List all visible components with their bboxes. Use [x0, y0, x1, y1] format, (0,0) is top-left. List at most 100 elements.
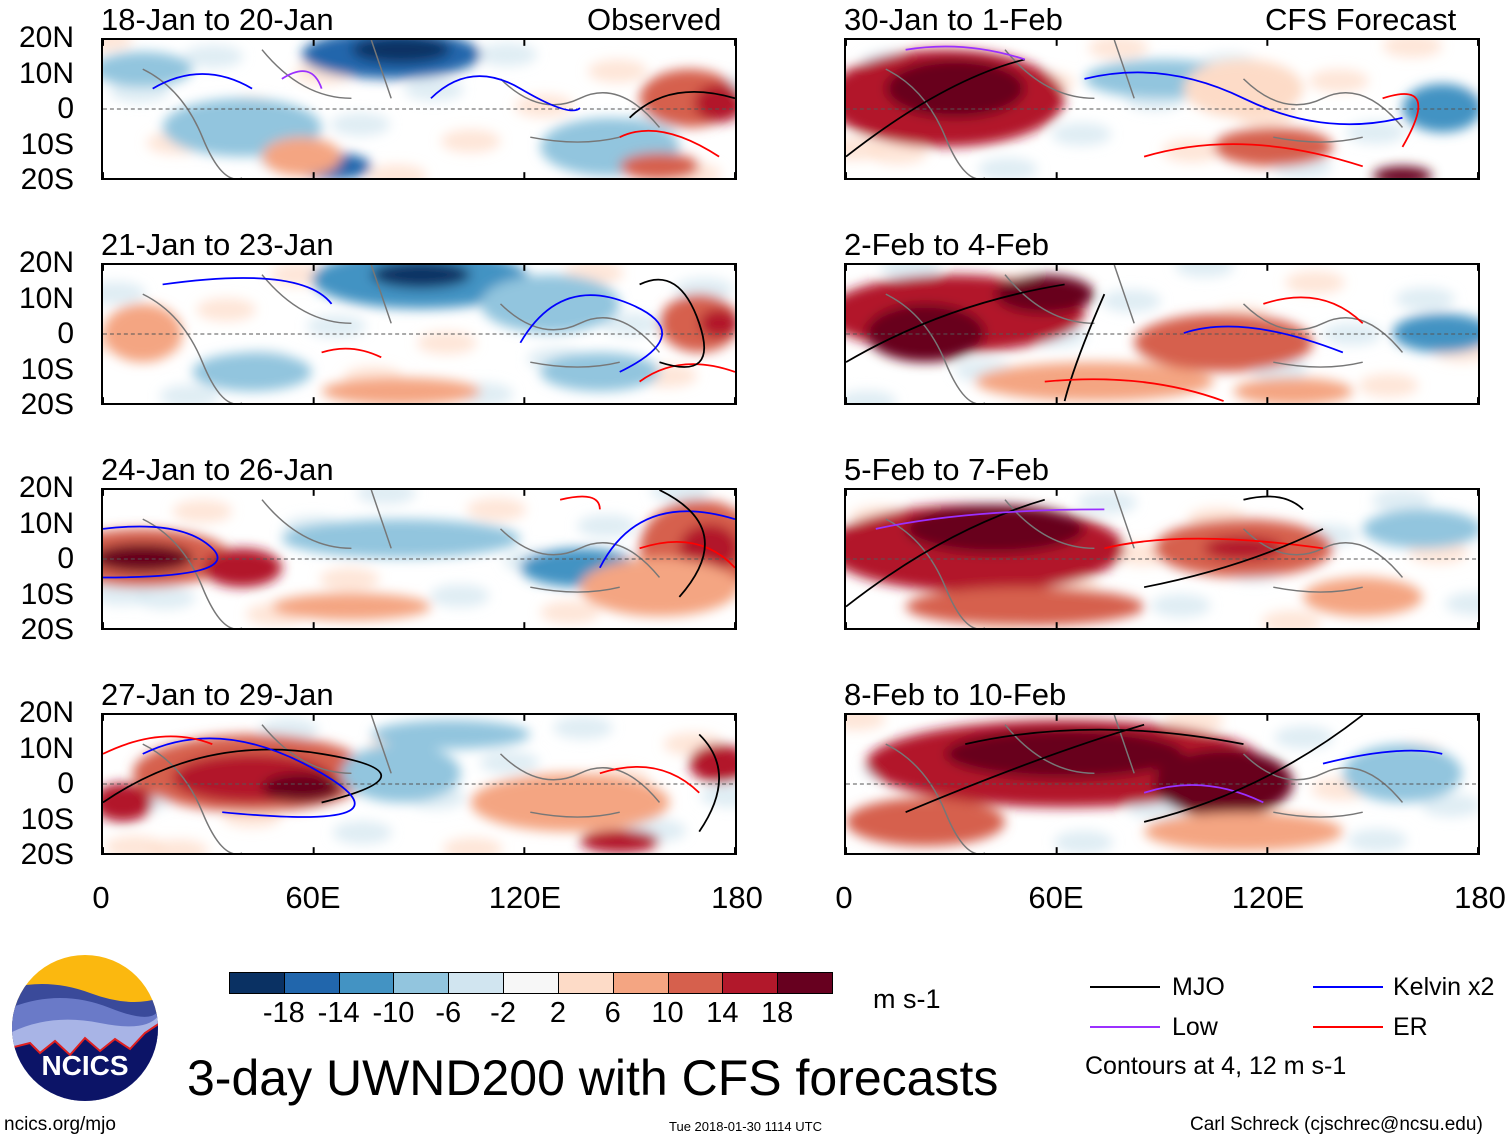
wind-anomaly-shade	[699, 308, 735, 338]
contour-line	[905, 723, 1145, 813]
wind-anomaly-shade	[103, 582, 152, 606]
latitude-label: 10N	[18, 506, 74, 540]
map-field	[846, 490, 1478, 628]
contour-line	[599, 510, 735, 569]
panel-title: 5-Feb to 7-Feb	[844, 452, 1050, 487]
colorbar-swatch	[722, 972, 779, 994]
legend-line-low	[1090, 1026, 1160, 1028]
wind-anomaly-shade	[1421, 793, 1478, 818]
contour-line	[846, 283, 1065, 363]
wind-anomaly-shade	[417, 331, 477, 355]
contour-line	[1183, 325, 1344, 354]
wind-anomaly-shade	[1445, 592, 1478, 616]
contour-line	[1322, 749, 1443, 765]
figure-title: 3-day UWND200 with CFS forecasts	[187, 1050, 999, 1106]
wind-anomaly-shade	[261, 137, 342, 177]
wind-anomaly-shade	[600, 312, 661, 336]
wind-anomaly-shade	[1077, 490, 1138, 515]
wind-anomaly-shade	[1183, 59, 1304, 118]
coastline	[142, 490, 661, 628]
panel-title: 8-Feb to 10-Feb	[844, 677, 1067, 712]
contour-line	[639, 541, 735, 569]
wind-anomaly-shade	[367, 164, 427, 178]
wind-anomaly-shade	[865, 303, 986, 363]
wind-anomaly-shade	[196, 298, 257, 322]
svg-text:NCICS: NCICS	[41, 1050, 128, 1081]
wind-anomaly-shade	[202, 548, 282, 588]
colorbar-swatch	[338, 972, 395, 994]
credit: Carl Schreck (cjschrec@ncsu.edu)	[1190, 1114, 1483, 1135]
colorbar-label: 18	[761, 997, 794, 1029]
contour-line	[1143, 715, 1364, 823]
coastline	[142, 265, 661, 403]
latitude-label: 20N	[18, 696, 74, 729]
contour-line	[639, 363, 735, 383]
longitude-label: 60E	[1028, 880, 1084, 915]
contour-line	[321, 347, 382, 359]
wind-anomaly-shade	[577, 514, 637, 538]
wind-anomaly-shade	[1134, 313, 1314, 372]
legend-label-kelvin: Kelvin x2	[1393, 973, 1495, 1001]
wind-anomaly-shade	[172, 499, 233, 524]
wind-anomaly-shade	[103, 543, 193, 573]
contour-line	[875, 508, 1105, 530]
wind-anomaly-shade	[905, 587, 1145, 627]
colorbar-label: -2	[490, 997, 516, 1029]
wind-anomaly-shade	[271, 593, 431, 621]
wind-anomaly-shade	[440, 129, 501, 153]
colorbar-swatch	[667, 972, 724, 994]
map-field	[103, 715, 735, 853]
wind-anomaly-shade	[103, 783, 153, 822]
legend-label-low: Low	[1172, 1013, 1218, 1041]
colorbar-label: -10	[372, 997, 415, 1029]
wind-anomaly-shade	[846, 390, 897, 403]
coastline	[142, 40, 661, 178]
contour-line	[698, 733, 720, 833]
latitude-label: 20N	[18, 246, 74, 279]
wind-anomaly-shade	[1392, 313, 1478, 353]
wind-anomaly-shade	[1144, 812, 1343, 852]
contour-line	[619, 129, 720, 158]
wind-anomaly-shade	[1303, 577, 1423, 617]
latitude-label: 10S	[20, 352, 74, 386]
latitude-label: 20S	[20, 163, 74, 196]
colorbar-label: 2	[549, 997, 566, 1029]
map-field	[846, 715, 1478, 853]
contour-line	[152, 73, 253, 90]
latitude-label: 10N	[18, 56, 74, 90]
wind-anomaly-shade	[1309, 69, 1369, 93]
wind-anomaly-shade	[846, 797, 1005, 847]
longitude-label: 0	[835, 880, 853, 915]
colorbar-swatch	[393, 972, 450, 994]
latitude-label: 10S	[20, 577, 74, 611]
contour-line	[599, 766, 700, 794]
wind-anomaly-shade	[321, 377, 481, 403]
colorbar-label: 10	[651, 997, 684, 1029]
timestamp: Tue 2018-01-30 1114 UTC	[669, 1119, 822, 1134]
longitude-label: 180	[1454, 880, 1506, 915]
panel-title: 30-Jan to 1-Feb	[844, 2, 1063, 37]
wind-anomaly-shade	[689, 744, 735, 784]
wind-anomaly-shade	[103, 303, 183, 363]
colorbar-label: -14	[317, 997, 360, 1029]
wind-anomaly-shade	[103, 281, 146, 305]
colorbar-label: -6	[435, 997, 462, 1029]
column-label-observed: Observed	[587, 2, 722, 37]
map-panel	[844, 38, 1480, 180]
contour-line	[430, 75, 581, 112]
longitude-label: 60E	[285, 880, 341, 915]
column-label-forecast: CFS Forecast	[1265, 2, 1457, 37]
wind-anomaly-shade	[975, 362, 1214, 402]
wind-anomaly-shade	[470, 773, 670, 832]
wind-anomaly-shade	[1053, 830, 1114, 853]
wind-anomaly-shade	[1261, 610, 1321, 628]
contour-line	[103, 525, 219, 579]
wind-anomaly-shade	[905, 504, 1085, 554]
map-panel	[844, 263, 1480, 405]
wind-anomaly-shade	[1395, 287, 1456, 311]
wind-anomaly-shade	[1151, 593, 1211, 618]
contour-line	[1382, 93, 1420, 148]
map-panel	[844, 488, 1480, 630]
panel-title: 21-Jan to 23-Jan	[101, 227, 334, 262]
